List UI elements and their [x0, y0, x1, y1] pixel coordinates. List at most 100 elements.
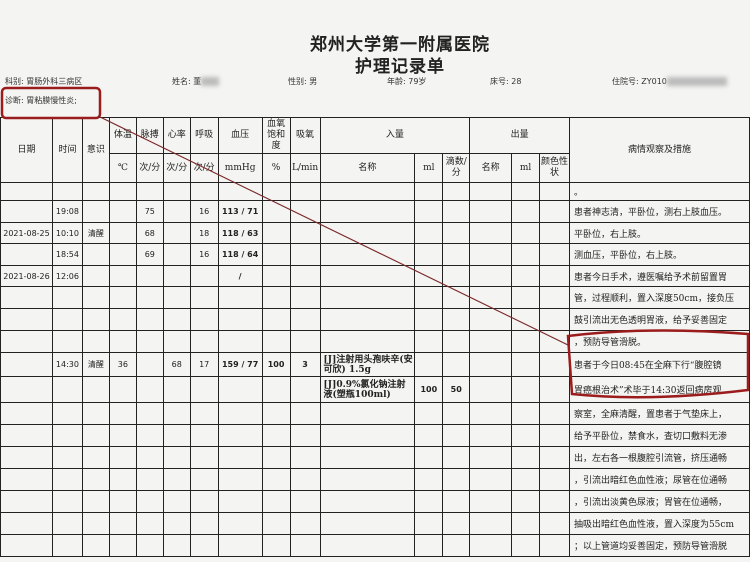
cell-output-ml [511, 182, 541, 201]
cell-temp [108, 534, 137, 557]
cell-output-ml [511, 352, 541, 377]
cell-time: 19:08 [51, 200, 83, 223]
cell-intake-ml [414, 265, 444, 287]
cell-resp [189, 402, 219, 425]
cell-output-name [469, 534, 513, 557]
cell-temp [108, 222, 137, 244]
cell-intake-ml [414, 222, 444, 244]
cell-output-ml [511, 490, 541, 513]
cell-spo2 [261, 330, 291, 353]
cell-date [0, 446, 53, 469]
cell-output-ml [511, 286, 541, 309]
observation-line: 患者神志清，平卧位，测右上肢血压。 [568, 200, 750, 223]
cell-resp [189, 330, 219, 353]
cell-output-color [539, 512, 570, 535]
unit-resp: 次/分 [189, 153, 219, 183]
cell-oxygen [289, 265, 321, 287]
cell-resp [189, 534, 219, 557]
cell-output-ml [511, 534, 541, 557]
cell-oxygen [289, 402, 321, 425]
cell-intake-ml [414, 330, 444, 353]
cell-output-ml [511, 308, 541, 331]
cell-intake-ml [414, 490, 444, 513]
cell-output-name [469, 243, 513, 266]
cell-intake-ml [414, 512, 444, 535]
col-intake-drops: 滴数/分 [442, 153, 471, 183]
cell-intake-name: [J]0.9%氯化钠注射液(塑瓶100ml) [319, 376, 416, 403]
cell-consciousness [81, 265, 110, 287]
cell-intake-ml [414, 182, 444, 201]
cell-output-ml [511, 330, 541, 353]
cell-spo2 [261, 402, 291, 425]
cell-time: 10:10 [51, 222, 83, 244]
cell-bp [217, 468, 263, 491]
cell-date [0, 352, 53, 377]
cell-date [0, 512, 53, 535]
bed-field: 床号: 28 [490, 77, 522, 86]
cell-bp: 118 / 63 [217, 222, 263, 244]
cell-output-ml [511, 376, 541, 403]
cell-temp: 36 [108, 352, 137, 377]
cell-intake-drops [442, 352, 471, 377]
table-row: 2021-08-26 12:06 / 患者今日手术，遵医嘱给予术前留置胃 [0, 265, 750, 287]
cell-intake-drops [442, 330, 471, 353]
cell-output-color [539, 308, 570, 331]
cell-consciousness [81, 424, 110, 447]
table-row: 管，过程顺利，置入深度50cm，接负压 [0, 286, 750, 309]
cell-time [51, 402, 83, 425]
cell-date [0, 376, 53, 403]
cell-output-color [539, 182, 570, 201]
cell-output-color [539, 490, 570, 513]
cell-intake-ml [414, 286, 444, 309]
table-row: 给予平卧位，禁食水，查切口敷料无渗 [0, 424, 750, 447]
cell-resp [189, 424, 219, 447]
cell-pulse [135, 534, 164, 557]
cell-output-name [469, 352, 513, 377]
cell-output-color [539, 222, 570, 244]
cell-consciousness [81, 286, 110, 309]
unit-oxygen: L/min [289, 153, 321, 183]
observation-line: 出，左右各一根腹腔引流管，挤压通畅 [568, 446, 750, 469]
table-row: 。 [0, 182, 750, 201]
cell-intake-ml [414, 468, 444, 491]
table-row: ，引流出暗红色血性液；尿管在位通畅 [0, 468, 750, 491]
age-field: 年龄: 79岁 [387, 77, 427, 86]
cell-bp [217, 512, 263, 535]
cell-spo2 [261, 376, 291, 403]
cell-intake-ml [414, 352, 444, 377]
cell-intake-drops [442, 243, 471, 266]
cell-time [51, 308, 83, 331]
cell-time [51, 286, 83, 309]
table-row: ；以上管道均妥善固定，预防导管滑脱 [0, 534, 750, 557]
cell-spo2 [261, 446, 291, 469]
cell-pulse [135, 512, 164, 535]
cell-resp [189, 468, 219, 491]
cell-oxygen [289, 490, 321, 513]
cell-intake-name [319, 243, 416, 266]
cell-intake-ml [414, 308, 444, 331]
cell-intake-drops [442, 490, 471, 513]
cell-oxygen [289, 286, 321, 309]
cell-oxygen [289, 424, 321, 447]
cell-pulse [135, 286, 164, 309]
cell-intake-ml [414, 402, 444, 425]
cell-date [0, 534, 53, 557]
cell-bp [217, 534, 263, 557]
cell-intake-drops: 50 [442, 376, 471, 403]
cell-output-ml [511, 200, 541, 223]
cell-intake-name [319, 182, 416, 201]
cell-heart-rate [162, 490, 191, 513]
cell-output-name [469, 424, 513, 447]
cell-time [51, 376, 83, 403]
cell-date [0, 182, 53, 201]
cell-oxygen [289, 308, 321, 331]
cell-date: 2021-08-25 [0, 222, 53, 244]
cell-bp [217, 424, 263, 447]
cell-consciousness [81, 243, 110, 266]
cell-pulse [135, 446, 164, 469]
cell-output-name [469, 468, 513, 491]
cell-bp: / [217, 265, 263, 287]
cell-temp [108, 512, 137, 535]
cell-heart-rate [162, 308, 191, 331]
cell-intake-name: [J]注射用头孢呋辛(安可欣) 1.5g [319, 352, 416, 377]
